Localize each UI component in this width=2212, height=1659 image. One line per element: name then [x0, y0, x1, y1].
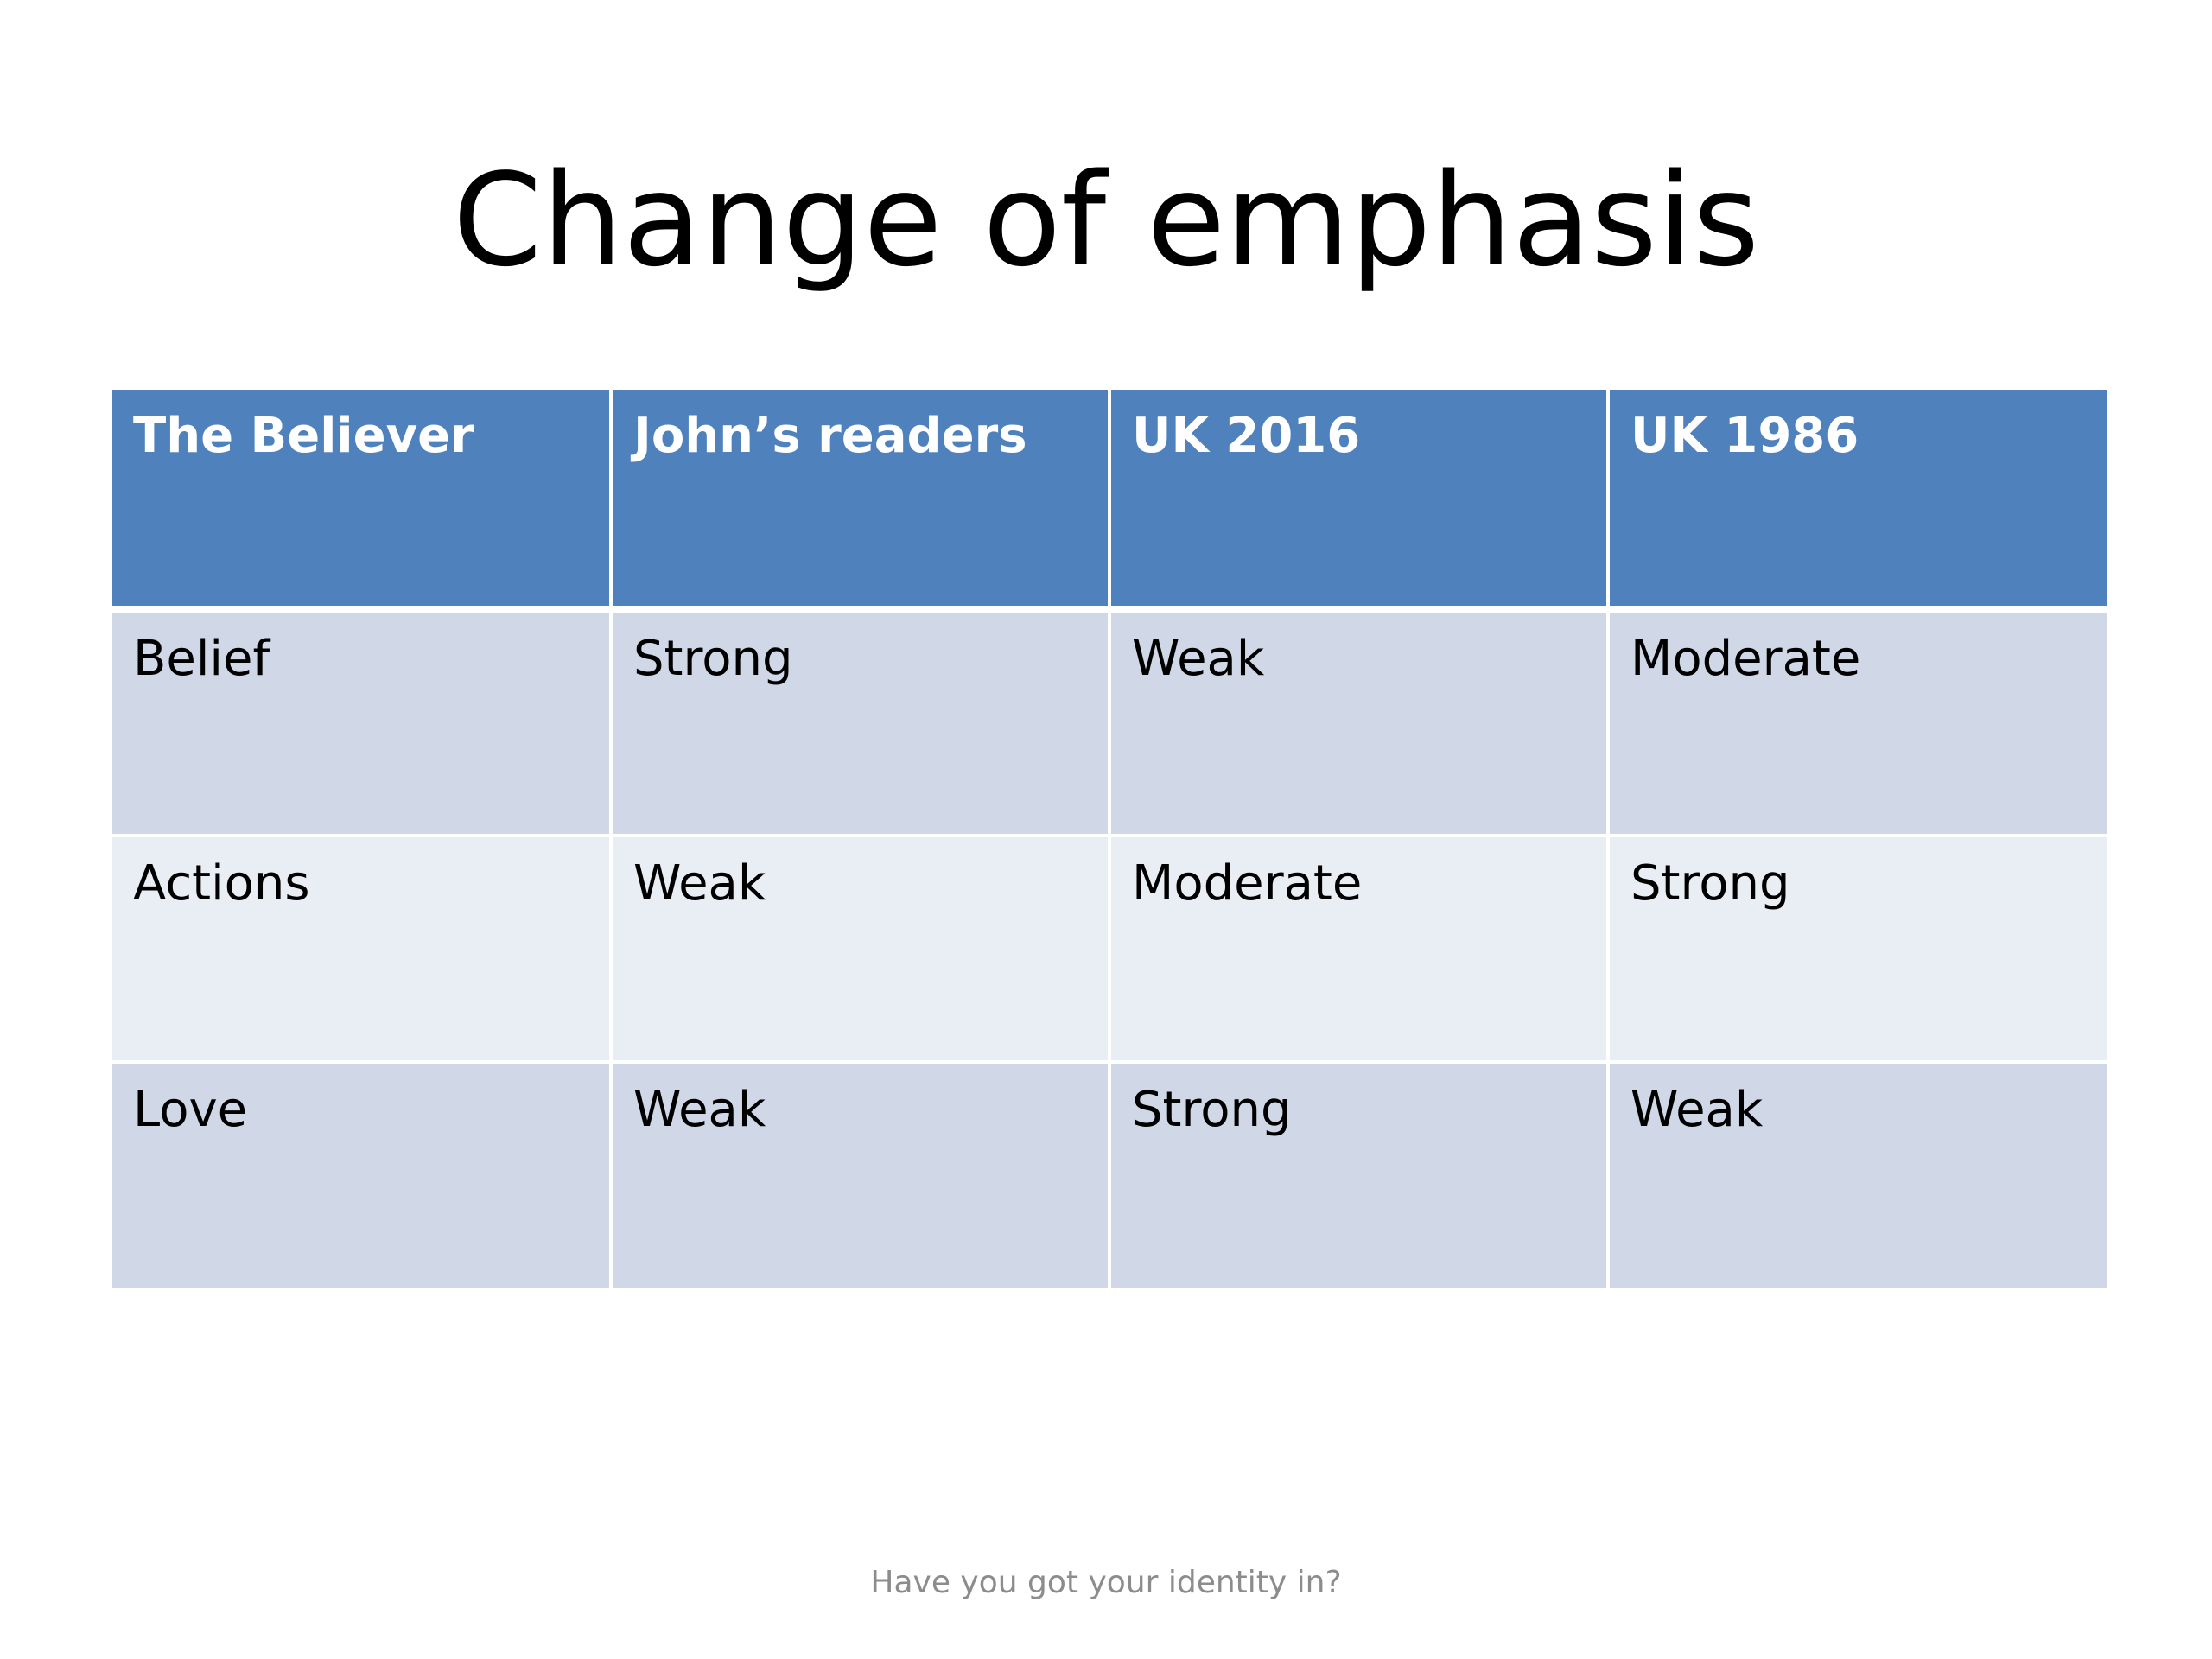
row-label-cell: Actions	[112, 836, 613, 1064]
table-cell: Weak	[1608, 1062, 2107, 1288]
table-cell: Weak	[611, 836, 1111, 1064]
row-label-cell: Belief	[112, 609, 613, 837]
row-label-cell: Love	[112, 1062, 613, 1288]
header-cell-johns-readers: John’s readers	[611, 390, 1111, 613]
table-cell: Strong	[1109, 1062, 1610, 1288]
table-cell: Moderate	[1608, 609, 2107, 837]
header-cell-uk-1986: UK 1986	[1608, 390, 2107, 613]
slide-title: Change of emphasis	[452, 146, 1760, 295]
table-row-love: Love Weak Strong Weak	[112, 1062, 2107, 1288]
slide-footer: Have you got your identity in?	[870, 1565, 1342, 1600]
table-cell: Strong	[1608, 836, 2107, 1064]
table-cell: Strong	[611, 609, 1111, 837]
emphasis-table-container: The Believer John’s readers UK 2016 UK 1…	[112, 390, 2107, 1288]
table-cell: Weak	[1109, 609, 1610, 837]
emphasis-table: The Believer John’s readers UK 2016 UK 1…	[112, 390, 2107, 1288]
table-row-actions: Actions Weak Moderate Strong	[112, 836, 2107, 1064]
table-header-row: The Believer John’s readers UK 2016 UK 1…	[112, 390, 2107, 613]
table-cell: Weak	[611, 1062, 1111, 1288]
table-cell: Moderate	[1109, 836, 1610, 1064]
table-row-belief: Belief Strong Weak Moderate	[112, 609, 2107, 837]
header-cell-the-believer: The Believer	[112, 390, 613, 613]
header-cell-uk-2016: UK 2016	[1109, 390, 1610, 613]
